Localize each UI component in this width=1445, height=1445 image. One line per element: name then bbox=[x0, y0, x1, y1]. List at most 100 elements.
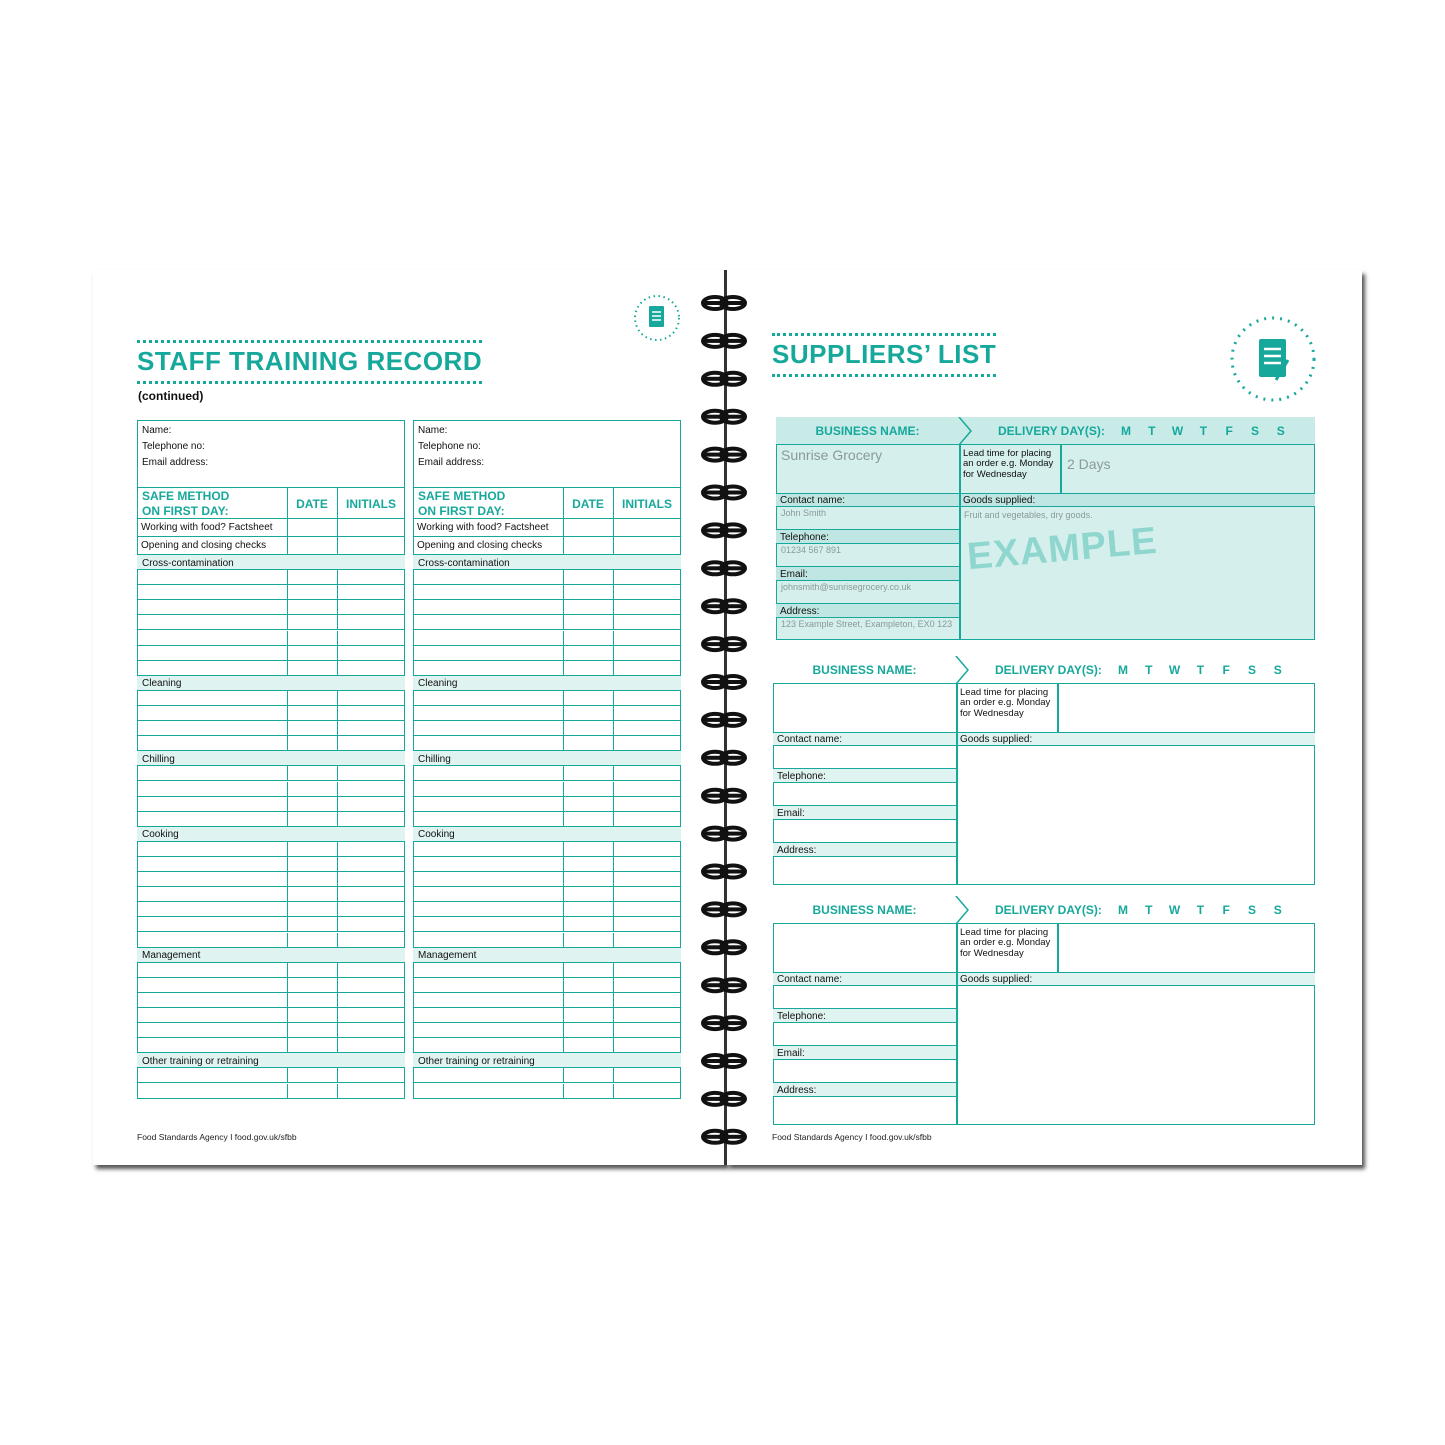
row bbox=[413, 661, 681, 676]
label: Address: bbox=[780, 606, 820, 617]
ring bbox=[701, 446, 747, 463]
col-line bbox=[563, 1023, 564, 1039]
col-line bbox=[563, 977, 564, 993]
col-line bbox=[337, 841, 338, 857]
col-line bbox=[337, 600, 338, 616]
column-head: DATE bbox=[296, 497, 328, 511]
col-line bbox=[613, 1083, 614, 1099]
row bbox=[137, 933, 405, 948]
row bbox=[137, 978, 405, 993]
col-line bbox=[563, 857, 564, 873]
contact-label: Email address: bbox=[142, 457, 209, 468]
row bbox=[137, 993, 405, 1008]
item: Working with food? Factsheet bbox=[417, 522, 549, 533]
contact-label: Telephone no: bbox=[142, 441, 205, 452]
row bbox=[413, 887, 681, 903]
col-line bbox=[337, 1008, 338, 1024]
col-line bbox=[287, 962, 288, 978]
col-line bbox=[287, 1083, 288, 1099]
col-line bbox=[563, 932, 564, 948]
ring bbox=[701, 1090, 747, 1107]
ring bbox=[701, 560, 747, 577]
col-line bbox=[337, 487, 338, 519]
col-line bbox=[613, 600, 614, 616]
contact-label: Email address: bbox=[418, 457, 485, 468]
col-line bbox=[956, 684, 958, 732]
strip bbox=[773, 1008, 956, 1023]
ring bbox=[701, 332, 747, 349]
col-line bbox=[613, 902, 614, 918]
row bbox=[137, 487, 405, 519]
col-line bbox=[287, 1008, 288, 1024]
lead-time-label: Lead time for placing an order e.g. Mond… bbox=[960, 687, 1051, 719]
lead-time-label: Lead time for placing an order e.g. Mond… bbox=[963, 448, 1054, 480]
col-line bbox=[287, 796, 288, 812]
business-name: Sunrise Grocery bbox=[781, 447, 883, 463]
header-row bbox=[773, 896, 1315, 924]
ring bbox=[701, 295, 747, 311]
row bbox=[413, 797, 681, 812]
row bbox=[137, 537, 405, 555]
strip bbox=[773, 842, 956, 857]
section-label: Other training or retraining bbox=[418, 1055, 535, 1067]
col-line bbox=[287, 537, 288, 555]
col-line bbox=[563, 796, 564, 812]
col-line bbox=[287, 917, 288, 933]
row bbox=[137, 646, 405, 661]
row bbox=[137, 1023, 405, 1039]
row bbox=[413, 993, 681, 1008]
subtitle: (continued) bbox=[138, 389, 204, 403]
row bbox=[413, 537, 681, 555]
ring bbox=[701, 636, 747, 653]
label: Goods supplied: bbox=[963, 495, 1036, 506]
footer: Food Standards Agency I food.gov.uk/sfbb bbox=[137, 1132, 297, 1142]
day: T bbox=[1145, 663, 1153, 677]
row bbox=[413, 766, 681, 782]
label: Email: bbox=[777, 808, 805, 819]
strip bbox=[776, 529, 959, 544]
col-line bbox=[613, 630, 614, 646]
col-line bbox=[337, 645, 338, 661]
col-line bbox=[337, 857, 338, 873]
day: F bbox=[1225, 424, 1233, 438]
row bbox=[137, 842, 405, 857]
col-line bbox=[287, 690, 288, 706]
col-line bbox=[613, 811, 614, 827]
col-line bbox=[563, 615, 564, 631]
col-line bbox=[337, 992, 338, 1008]
row bbox=[137, 887, 405, 903]
col-line bbox=[287, 736, 288, 752]
label: Contact name: bbox=[777, 734, 843, 745]
col-line bbox=[563, 645, 564, 661]
col-line bbox=[287, 1038, 288, 1054]
col-line bbox=[956, 972, 958, 1125]
col-line bbox=[337, 690, 338, 706]
chevron bbox=[958, 417, 972, 445]
col-line bbox=[337, 660, 338, 676]
row bbox=[413, 917, 681, 933]
row bbox=[137, 751, 405, 767]
strip bbox=[773, 1045, 956, 1060]
col-line bbox=[337, 1038, 338, 1054]
col-line bbox=[563, 706, 564, 722]
row bbox=[413, 691, 681, 706]
section-label: Management bbox=[142, 950, 201, 962]
row bbox=[413, 706, 681, 722]
row bbox=[413, 519, 681, 537]
item: Opening and closing checks bbox=[141, 540, 267, 551]
strip bbox=[776, 603, 959, 618]
col-line bbox=[563, 811, 564, 827]
col-line bbox=[337, 736, 338, 752]
col-line bbox=[563, 781, 564, 797]
col-line bbox=[613, 660, 614, 676]
header-row bbox=[776, 417, 1315, 445]
col-line bbox=[287, 645, 288, 661]
row bbox=[137, 917, 405, 933]
col-line bbox=[287, 721, 288, 737]
row bbox=[137, 519, 405, 537]
goods: Fruit and vegetables, dry goods. bbox=[964, 510, 1093, 520]
ring bbox=[701, 408, 747, 425]
col-line bbox=[287, 841, 288, 857]
day: M bbox=[1121, 424, 1131, 438]
row bbox=[413, 675, 681, 691]
